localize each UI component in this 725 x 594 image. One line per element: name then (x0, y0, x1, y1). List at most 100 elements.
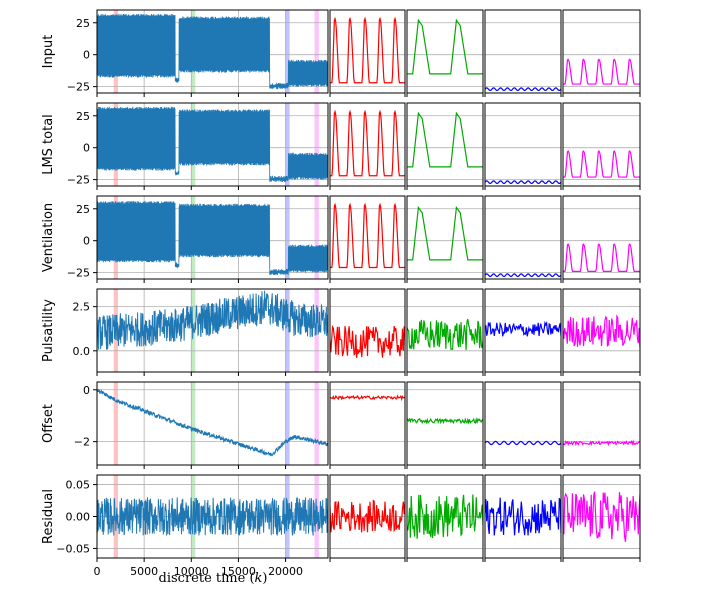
main-series-line (97, 106, 328, 183)
zoom-series-line (485, 440, 561, 446)
y-tick-label: 0.05 (66, 479, 91, 492)
x-tick-label: 20000 (268, 565, 303, 578)
zoom-series-line (485, 87, 561, 92)
main-series-line (97, 13, 328, 90)
zoom-series-line (330, 109, 405, 177)
y-axis-label: Offset (41, 404, 56, 443)
zoom-series-line (563, 58, 640, 85)
zoom-panel-frame (406, 195, 484, 280)
highlight-band-1 (191, 382, 196, 465)
zoom-panel-frame (484, 381, 562, 466)
x-axis-label: discrete time (k) (159, 571, 268, 586)
zoom-series-line (407, 205, 483, 261)
zoom-panel-frame (484, 474, 562, 559)
zoom-series-line (485, 497, 561, 536)
y-tick-label: −25 (67, 267, 90, 280)
zoom-panel-frame (406, 381, 484, 466)
zoom-panel-frame (484, 102, 562, 187)
row-5: −0.05 0.00 0.05 0 5000 10000 15000 20000 Residua… (41, 474, 641, 578)
zoom-panel-frame (329, 195, 406, 280)
zoom-series-line (563, 314, 640, 348)
zoom-panel-frame (484, 195, 562, 280)
zoom-series-line (407, 494, 483, 539)
zoom-panel-frame (562, 288, 641, 373)
y-tick-label: 0 (83, 235, 90, 248)
row-1: −25 0 25 LMS total (41, 102, 641, 190)
zoom-panel-frame (562, 102, 641, 187)
y-tick-label: 25 (76, 17, 90, 30)
zoom-series-line (407, 417, 483, 425)
y-tick-label: −25 (67, 174, 90, 187)
y-tick-label: 0 (83, 384, 90, 397)
zoom-panel-frame (329, 288, 406, 373)
y-tick-label: −2 (74, 436, 90, 449)
main-panel-frame (96, 288, 329, 373)
highlight-band-3 (314, 103, 319, 186)
main-panel-frame (96, 102, 329, 187)
zoom-series-line (330, 394, 405, 402)
zoom-series-line (563, 150, 640, 178)
y-tick-label: −0.05 (56, 542, 90, 555)
zoom-series-line (563, 439, 640, 447)
main-series-line (97, 387, 328, 457)
main-series-line (97, 201, 328, 276)
row-3: 0.0 2.5 Pulsatility (41, 288, 641, 376)
y-tick-label: 0.00 (66, 511, 91, 524)
row-4: −2 0 Offset (41, 381, 641, 469)
y-tick-label: 0.0 (73, 345, 91, 358)
x-tick-label: 5000 (130, 565, 158, 578)
zoom-series-line (485, 273, 561, 278)
y-axis-label: Input (41, 35, 56, 69)
y-tick-label: 2.5 (73, 301, 91, 314)
highlight-band-2 (285, 382, 290, 465)
highlight-band-2 (285, 196, 290, 279)
zoom-panel-frame (562, 195, 641, 280)
y-axis-label: Residual (41, 489, 56, 544)
zoom-panel-frame (329, 9, 406, 94)
zoom-panel-frame (329, 474, 406, 559)
zoom-panel-frame (562, 9, 641, 94)
highlight-band-3 (314, 382, 319, 465)
zoom-series-line (485, 180, 561, 185)
highlight-band-2 (285, 103, 290, 186)
main-panel-frame (96, 195, 329, 280)
x-tick-label: 10000 (174, 565, 209, 578)
zoom-series-line (330, 16, 405, 84)
highlight-band-0 (113, 382, 118, 465)
y-axis-label: Ventilation (41, 203, 56, 272)
zoom-series-line (563, 243, 640, 272)
zoom-series-line (407, 111, 483, 168)
highlight-band-3 (314, 10, 319, 93)
zoom-series-line (330, 324, 405, 358)
zoom-panel-frame (406, 288, 484, 373)
row-0: −25 0 25 Input (41, 9, 641, 97)
zoom-series-line (485, 320, 561, 337)
y-tick-label: 0 (83, 142, 90, 155)
y-tick-label: 25 (76, 203, 90, 216)
x-tick-label: 0 (94, 565, 101, 578)
zoom-series-line (407, 18, 483, 75)
zoom-panel-frame (484, 288, 562, 373)
y-tick-label: 0 (83, 49, 90, 62)
main-series-line (97, 497, 328, 536)
y-axis-label: LMS total (41, 114, 56, 175)
main-panel-frame (96, 381, 329, 466)
zoom-series-line (330, 499, 405, 533)
zoom-panel-frame (406, 474, 484, 559)
zoom-series-line (563, 491, 640, 542)
y-tick-label: −25 (67, 81, 90, 94)
y-axis-label: Pulsatility (41, 299, 56, 362)
zoom-panel-frame (329, 381, 406, 466)
zoom-panel-frame (406, 102, 484, 187)
x-tick-label: 15000 (221, 565, 256, 578)
zoom-panel-frame (406, 9, 484, 94)
y-tick-label: 25 (76, 110, 90, 123)
highlight-band-2 (285, 10, 290, 93)
main-series-line (97, 290, 328, 351)
zoom-panel-frame (562, 474, 641, 559)
zoom-series-line (330, 202, 405, 269)
zoom-panel-frame (562, 381, 641, 466)
highlight-band-2 (285, 289, 290, 372)
zoom-panel-frame (484, 9, 562, 94)
main-panel-frame (96, 9, 329, 94)
